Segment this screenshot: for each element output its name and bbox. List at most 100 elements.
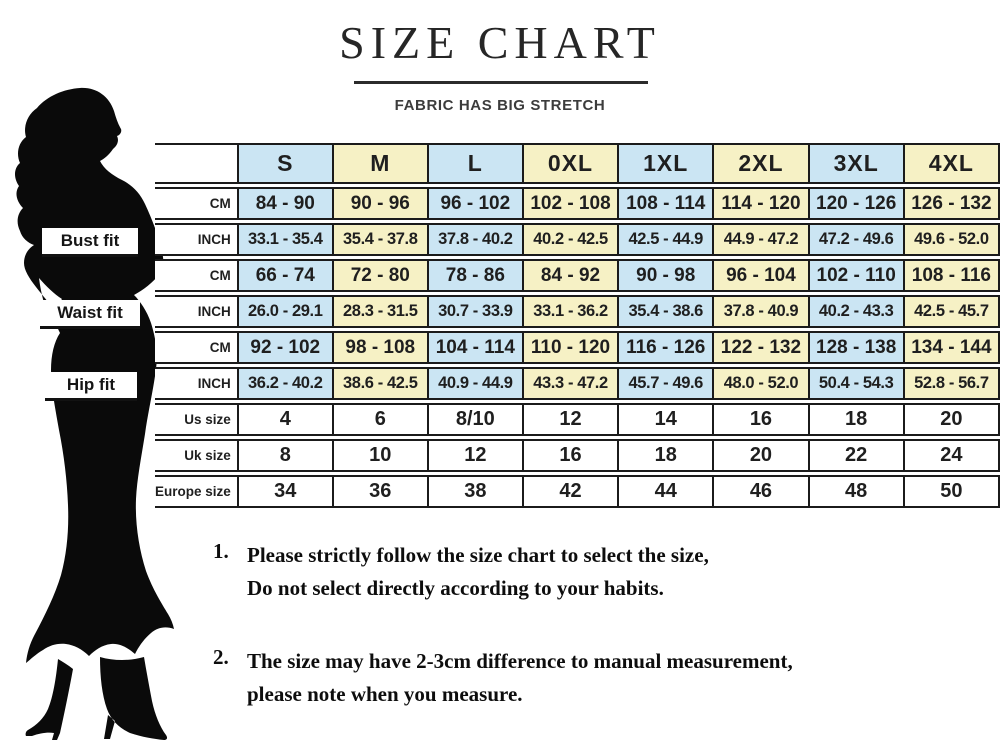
size-value-cell: 6	[333, 403, 429, 436]
table-row: CM 84 - 90 90 - 96 96 - 102 102 - 108 108 - 1…	[155, 187, 1000, 220]
size-value-cell: 33.1 - 36.2	[523, 295, 620, 328]
size-value-cell: 44	[619, 475, 715, 508]
size-column-header: 4XL	[904, 143, 1000, 184]
size-value-cell: 38.6 - 42.5	[333, 367, 429, 400]
note-item-1: 1. Please strictly follow the size chart…	[213, 539, 973, 605]
size-column-header: 0XL	[523, 143, 620, 184]
row-unit-label: INCH	[155, 295, 239, 328]
row-unit-label: CM	[155, 331, 239, 364]
size-table-body: CM 84 - 90 90 - 96 96 - 102 102 - 108 108 - 1…	[155, 187, 1000, 508]
size-value-cell: 42.5 - 45.7	[904, 295, 1000, 328]
size-value-cell: 42	[523, 475, 620, 508]
note-line: The size may have 2-3cm difference to ma…	[247, 649, 793, 673]
size-value-cell: 48	[809, 475, 905, 508]
row-unit-label: CM	[155, 259, 239, 292]
note-line: Do not select directly according to your…	[247, 576, 664, 600]
size-value-cell: 40.9 - 44.9	[428, 367, 524, 400]
size-column-header: 3XL	[809, 143, 905, 184]
size-value-cell: 72 - 80	[333, 259, 429, 292]
size-value-cell: 26.0 - 29.1	[238, 295, 334, 328]
size-value-cell: 8	[238, 439, 334, 472]
size-value-cell: 49.6 - 52.0	[904, 223, 1000, 256]
row-unit-label: INCH	[155, 223, 239, 256]
table-row: CM 66 - 74 72 - 80 78 - 86 84 - 92 90 - 98 96 …	[155, 259, 1000, 292]
silhouette-shape	[15, 87, 174, 740]
size-value-cell: 104 - 114	[428, 331, 524, 364]
size-value-cell: 102 - 110	[809, 259, 905, 292]
size-value-cell: 96 - 102	[428, 187, 524, 220]
notes-section: 1. Please strictly follow the size chart…	[213, 539, 973, 711]
size-value-cell: 16	[523, 439, 620, 472]
size-value-cell: 102 - 108	[523, 187, 620, 220]
size-value-cell: 128 - 138	[809, 331, 905, 364]
size-value-cell: 30.7 - 33.9	[428, 295, 524, 328]
bust-fit-label: Bust fit	[42, 228, 138, 257]
size-value-cell: 35.4 - 38.6	[619, 295, 715, 328]
table-row: Us size 4 6 8/10 12 14 16 18 20	[155, 403, 1000, 436]
size-table: S M L 0XL 1XL 2XL 3XL 4XL CM 84 - 90 90 - 96 96 - …	[155, 140, 1000, 511]
subtitle: FABRIC HAS BIG STRETCH	[394, 97, 606, 114]
size-value-cell: 44.9 - 47.2	[714, 223, 810, 256]
size-value-cell: 116 - 126	[619, 331, 715, 364]
size-value-cell: 16	[714, 403, 810, 436]
size-value-cell: 18	[619, 439, 715, 472]
size-value-cell: 90 - 98	[619, 259, 715, 292]
size-value-cell: 92 - 102	[238, 331, 334, 364]
size-column-header: L	[428, 143, 524, 184]
size-value-cell: 12	[428, 439, 524, 472]
size-value-cell: 34	[238, 475, 334, 508]
size-value-cell: 126 - 132	[904, 187, 1000, 220]
size-column-header: 2XL	[714, 143, 810, 184]
size-value-cell: 78 - 86	[428, 259, 524, 292]
table-row: CM 92 - 102 98 - 108 104 - 114 110 - 120 116 …	[155, 331, 1000, 364]
page-title: SIZE CHART	[339, 17, 661, 68]
size-value-cell: 36.2 - 40.2	[238, 367, 334, 400]
size-value-cell: 114 - 120	[714, 187, 810, 220]
size-value-cell: 50	[904, 475, 1000, 508]
row-unit-label: Europe size	[155, 475, 239, 508]
note-number: 1.	[213, 539, 229, 563]
note-line: Please strictly follow the size chart to…	[247, 543, 709, 567]
size-value-cell: 40.2 - 43.3	[809, 295, 905, 328]
title-divider	[354, 81, 648, 84]
size-value-cell: 10	[333, 439, 429, 472]
size-value-cell: 66 - 74	[238, 259, 334, 292]
size-value-cell: 42.5 - 44.9	[619, 223, 715, 256]
size-value-cell: 84 - 90	[238, 187, 334, 220]
row-unit-label: INCH	[155, 367, 239, 400]
size-value-cell: 96 - 104	[714, 259, 810, 292]
size-value-cell: 52.8 - 56.7	[904, 367, 1000, 400]
size-value-cell: 38	[428, 475, 524, 508]
table-row: INCH 26.0 - 29.1 28.3 - 31.5 30.7 - 33.9 33.…	[155, 295, 1000, 328]
table-row: INCH 36.2 - 40.2 38.6 - 42.5 40.9 - 44.9 43.…	[155, 367, 1000, 400]
size-value-cell: 120 - 126	[809, 187, 905, 220]
size-value-cell: 33.1 - 35.4	[238, 223, 334, 256]
size-value-cell: 20	[714, 439, 810, 472]
size-value-cell: 98 - 108	[333, 331, 429, 364]
size-value-cell: 18	[809, 403, 905, 436]
size-value-cell: 50.4 - 54.3	[809, 367, 905, 400]
note-number: 2.	[213, 645, 229, 669]
size-value-cell: 4	[238, 403, 334, 436]
size-value-cell: 37.8 - 40.9	[714, 295, 810, 328]
size-value-cell: 134 - 144	[904, 331, 1000, 364]
waist-fit-label: Waist fit	[40, 300, 140, 329]
size-value-cell: 84 - 92	[523, 259, 620, 292]
note-text: The size may have 2-3cm difference to ma…	[247, 645, 793, 711]
size-column-header: S	[238, 143, 334, 184]
row-unit-label: Uk size	[155, 439, 239, 472]
size-value-cell: 36	[333, 475, 429, 508]
size-value-cell: 22	[809, 439, 905, 472]
size-value-cell: 37.8 - 40.2	[428, 223, 524, 256]
note-item-2: 2. The size may have 2-3cm difference to…	[213, 645, 973, 711]
row-unit-label: Us size	[155, 403, 239, 436]
size-value-cell: 12	[523, 403, 620, 436]
size-value-cell: 8/10	[428, 403, 524, 436]
table-row: INCH 33.1 - 35.4 35.4 - 37.8 37.8 - 40.2 40.…	[155, 223, 1000, 256]
size-value-cell: 14	[619, 403, 715, 436]
hip-fit-label: Hip fit	[45, 372, 137, 401]
note-text: Please strictly follow the size chart to…	[247, 539, 709, 605]
size-value-cell: 24	[904, 439, 1000, 472]
size-value-cell: 46	[714, 475, 810, 508]
